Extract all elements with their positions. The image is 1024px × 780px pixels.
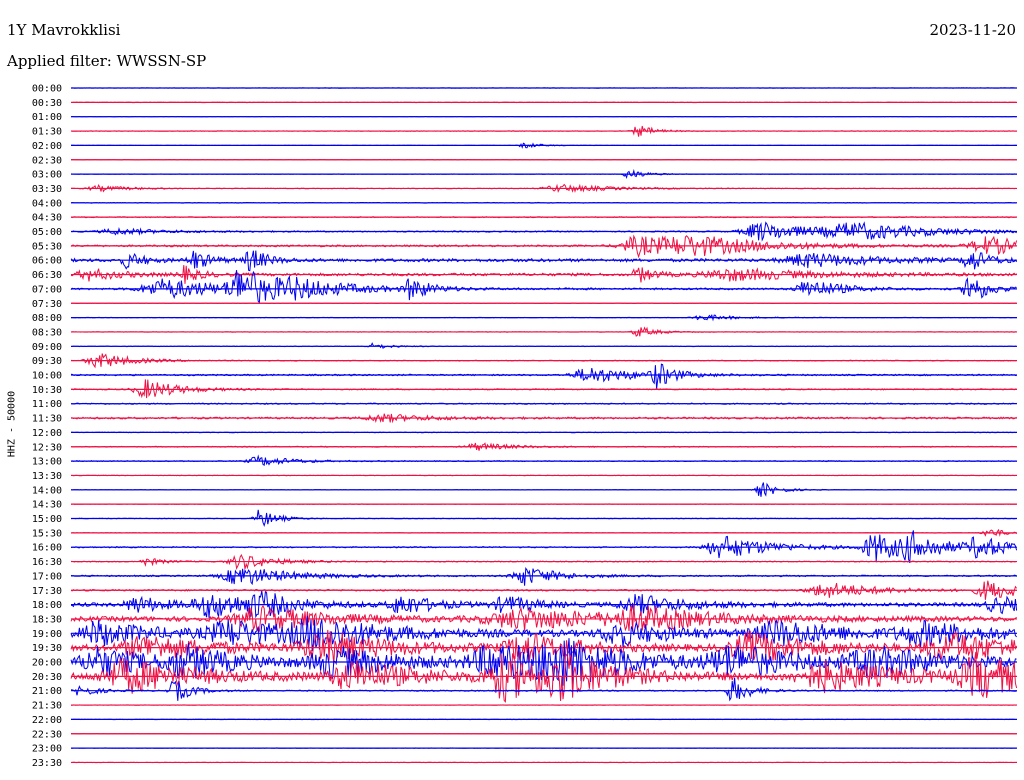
time-tick-label: 03:30 [32, 184, 62, 195]
time-tick-label: 09:00 [32, 342, 62, 353]
time-tick-label: 11:30 [32, 414, 62, 425]
time-tick-label: 08:30 [32, 327, 62, 338]
time-tick-label: 15:30 [32, 528, 62, 539]
time-tick-label: 17:00 [32, 571, 62, 582]
time-tick-label: 19:00 [32, 629, 62, 640]
time-tick-label: 12:30 [32, 442, 62, 453]
trace-1000 [70, 363, 1017, 389]
trace-1600 [70, 530, 1018, 563]
time-tick-label: 10:00 [32, 371, 62, 382]
time-tick-label: 17:30 [32, 586, 62, 597]
date-label: 2023-11-20 [929, 21, 1016, 39]
time-tick-label: 13:00 [32, 457, 62, 468]
time-tick-label: 21:30 [32, 701, 62, 712]
time-tick-label: 05:00 [32, 227, 62, 238]
trace-0600 [70, 250, 1018, 272]
trace-1830 [70, 604, 1017, 632]
time-tick-label: 06:00 [32, 256, 62, 267]
trace-1930 [70, 629, 1018, 665]
time-tick-label: 02:00 [32, 141, 62, 152]
time-tick-label: 16:30 [32, 557, 62, 568]
time-tick-label: 00:00 [32, 84, 62, 95]
time-tick-label: 01:30 [32, 127, 62, 138]
time-tick-label: 09:30 [32, 356, 62, 367]
station-title: 1Y Mavrokklisi [7, 21, 121, 39]
time-tick-label: 03:00 [32, 170, 62, 181]
trace-2100 [70, 677, 1017, 702]
time-tick-label: 23:00 [32, 744, 62, 755]
time-tick-label: 12:00 [32, 428, 62, 439]
time-tick-label: 23:30 [32, 758, 62, 769]
time-tick-label: 21:00 [32, 686, 62, 697]
trace-1700 [70, 567, 1017, 586]
time-tick-label: 19:30 [32, 643, 62, 654]
trace-1500 [70, 509, 1017, 528]
time-tick-label: 14:00 [32, 485, 62, 496]
time-tick-label: 01:00 [32, 112, 62, 123]
time-tick-label: 11:00 [32, 399, 62, 410]
time-tick-label: 20:30 [32, 672, 62, 683]
filter-label: Applied filter: WWSSN-SP [7, 52, 207, 70]
time-tick-label: 04:30 [32, 213, 62, 224]
time-tick-label: 22:30 [32, 729, 62, 740]
time-tick-label: 05:30 [32, 241, 62, 252]
time-tick-label: 22:00 [32, 715, 62, 726]
trace-1900 [70, 615, 1017, 651]
time-tick-label: 07:00 [32, 284, 62, 295]
time-tick-label: 07:30 [32, 299, 62, 310]
time-tick-label: 15:00 [32, 514, 62, 525]
time-tick-label: 18:30 [32, 614, 62, 625]
time-tick-label: 02:30 [32, 155, 62, 166]
time-tick-label: 04:00 [32, 198, 62, 209]
time-tick-label: 16:00 [32, 543, 62, 554]
trace-2030 [70, 651, 1018, 703]
time-tick-label: 10:30 [32, 385, 62, 396]
time-tick-label: 14:30 [32, 500, 62, 511]
time-tick-label: 08:00 [32, 313, 62, 324]
time-tick-label: 13:30 [32, 471, 62, 482]
time-tick-label: 20:00 [32, 658, 62, 669]
time-tick-label: 18:00 [32, 600, 62, 611]
time-tick-label: 00:30 [32, 98, 62, 109]
time-tick-label: 06:30 [32, 270, 62, 281]
